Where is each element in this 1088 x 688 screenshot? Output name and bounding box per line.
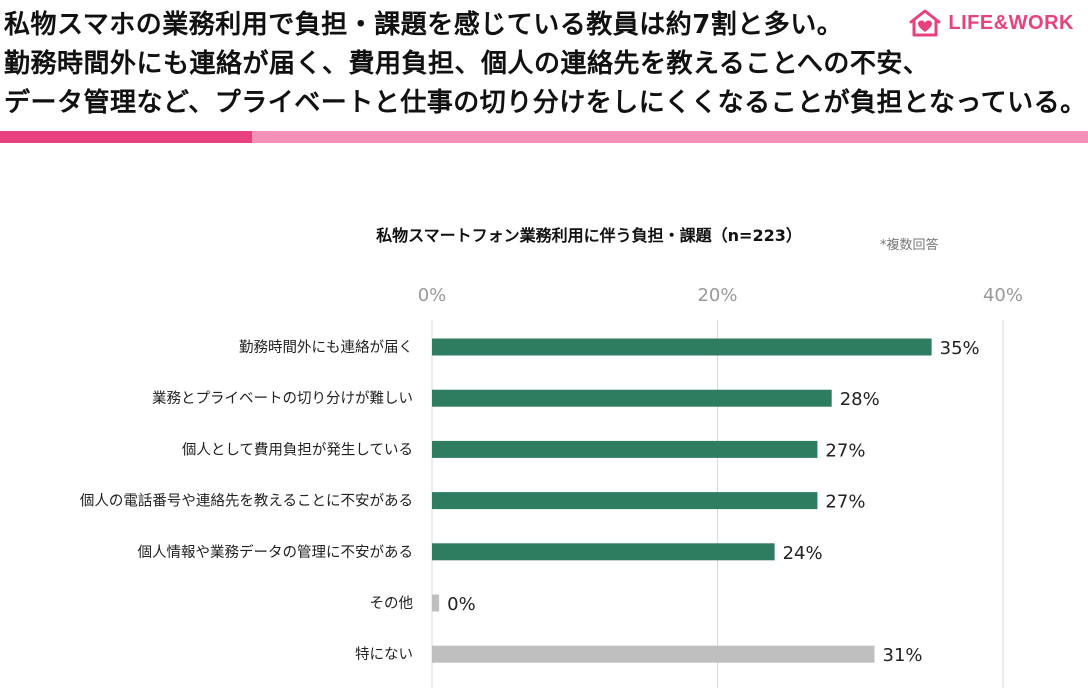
- headline-line-3: データ管理など、プライベートと仕事の切り分けをしにくくなることが負担となっている…: [4, 88, 1087, 118]
- value-label: 0%: [447, 594, 476, 615]
- x-tick-label: 40%: [983, 285, 1023, 306]
- bar: [432, 492, 818, 510]
- bar: [432, 594, 440, 612]
- category-label: 業務とプライベートの切り分けが難しい: [152, 390, 413, 407]
- category-label: その他: [370, 595, 414, 612]
- value-label: 28%: [840, 389, 880, 410]
- bar: [432, 338, 932, 356]
- x-tick-label: 0%: [418, 285, 447, 306]
- chart-note: *複数回答: [880, 238, 939, 253]
- value-label: 35%: [940, 338, 980, 359]
- header-divider-accent: [0, 131, 252, 143]
- header-divider: [0, 131, 1088, 143]
- category-label: 個人情報や業務データの管理に不安がある: [138, 543, 414, 561]
- house-heart-icon: [909, 9, 941, 37]
- brand-logo-text: LIFE&WORK: [948, 11, 1074, 34]
- value-label: 24%: [783, 543, 823, 564]
- value-label: 31%: [883, 645, 923, 666]
- bar-chart: 0% 20% 40% 勤務時間外にも連絡が届く 35% 業務とプライベートの切り分けが難し…: [80, 285, 1023, 688]
- header-divider-light: [252, 131, 1088, 143]
- brand-logo: LIFE&WORK: [908, 8, 1074, 38]
- bar: [432, 440, 818, 458]
- x-tick-label: 20%: [697, 285, 737, 306]
- bar: [432, 543, 775, 561]
- bar: [432, 645, 875, 663]
- category-label: 勤務時間外にも連絡が届く: [239, 339, 413, 356]
- value-label: 27%: [825, 492, 865, 513]
- value-label: 27%: [825, 440, 865, 461]
- headline-line-2: 勤務時間外にも連絡が届く、費用負担、個人の連絡先を教えることへの不安、: [4, 49, 930, 79]
- headline-line-1: 私物スマホの業務利用で負担・課題を感じている教員は約7割と多い。: [4, 10, 844, 40]
- headline: 私物スマホの業務利用で負担・課題を感じている教員は約7割と多い。 勤務時間外にも…: [4, 6, 1087, 123]
- chart-title: 私物スマートフォン業務利用に伴う負担・課題（n=223）: [376, 226, 802, 245]
- category-label: 特にない: [355, 646, 413, 663]
- category-label: 個人として費用負担が発生している: [182, 441, 413, 458]
- category-label: 個人の電話番号や連絡先を教えることに不安がある: [80, 493, 413, 510]
- bar: [432, 389, 832, 407]
